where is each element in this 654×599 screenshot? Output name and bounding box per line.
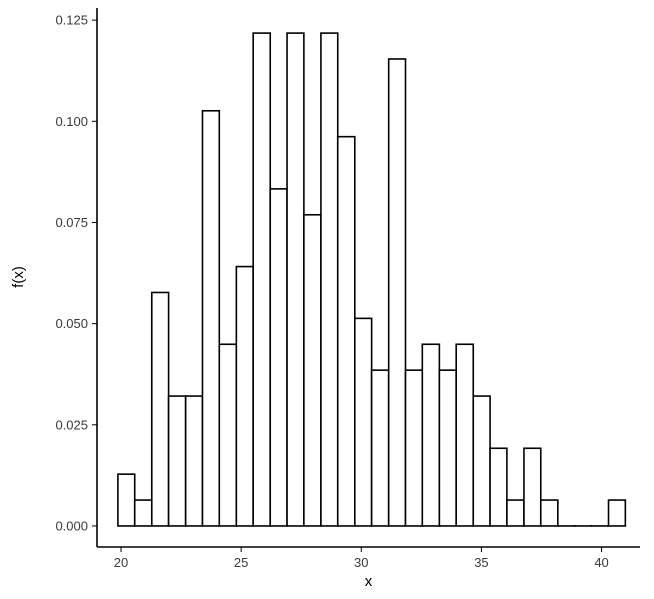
histogram-bar — [117, 473, 136, 527]
histogram-bar — [235, 265, 254, 527]
histogram-bar — [269, 188, 288, 527]
y-axis-title: f(x) — [10, 266, 27, 288]
y-tick-label: 0.025 — [55, 417, 88, 432]
histogram-bar — [523, 447, 542, 527]
x-tick-label: 30 — [354, 555, 368, 570]
histogram-bars — [117, 32, 627, 527]
histogram-bar — [607, 499, 627, 527]
x-tick-label: 25 — [234, 555, 248, 570]
y-tick-label: 0.050 — [55, 316, 88, 331]
x-axis-title: x — [365, 573, 373, 590]
histogram-bar — [286, 32, 305, 527]
x-axis-ticks: 20 25 30 35 40 — [114, 547, 609, 570]
histogram-bar — [539, 499, 559, 527]
histogram-bar — [201, 109, 221, 527]
histogram-bar — [387, 58, 407, 527]
histogram-bar — [370, 369, 390, 527]
y-tick-label: 0.100 — [55, 114, 88, 129]
histogram-bar — [354, 317, 373, 527]
histogram-bar — [303, 213, 322, 527]
histogram-bar — [421, 343, 441, 527]
histogram-bar — [438, 369, 457, 527]
x-tick-label: 40 — [594, 555, 608, 570]
histogram-bar — [167, 395, 187, 527]
x-tick-label: 35 — [474, 555, 488, 570]
histogram-bar — [320, 32, 339, 527]
y-tick-label: 0.075 — [55, 215, 88, 230]
histogram-bar — [489, 447, 508, 527]
y-tick-label: 0.125 — [55, 13, 88, 28]
histogram-bar — [336, 135, 356, 527]
x-tick-label: 20 — [114, 555, 128, 570]
histogram-bar — [184, 395, 204, 527]
histogram-bar — [150, 291, 170, 527]
histogram-bar — [455, 343, 475, 527]
histogram-bar — [506, 499, 525, 527]
histogram-bar — [404, 369, 424, 527]
histogram-bar — [218, 343, 238, 527]
y-axis-ticks: 0.000 0.025 0.050 0.075 0.100 0.125 — [55, 13, 97, 533]
histogram-bar — [133, 499, 153, 527]
y-tick-label: 0.000 — [55, 518, 88, 533]
histogram-bar — [472, 395, 491, 527]
histogram-bar — [252, 32, 272, 527]
